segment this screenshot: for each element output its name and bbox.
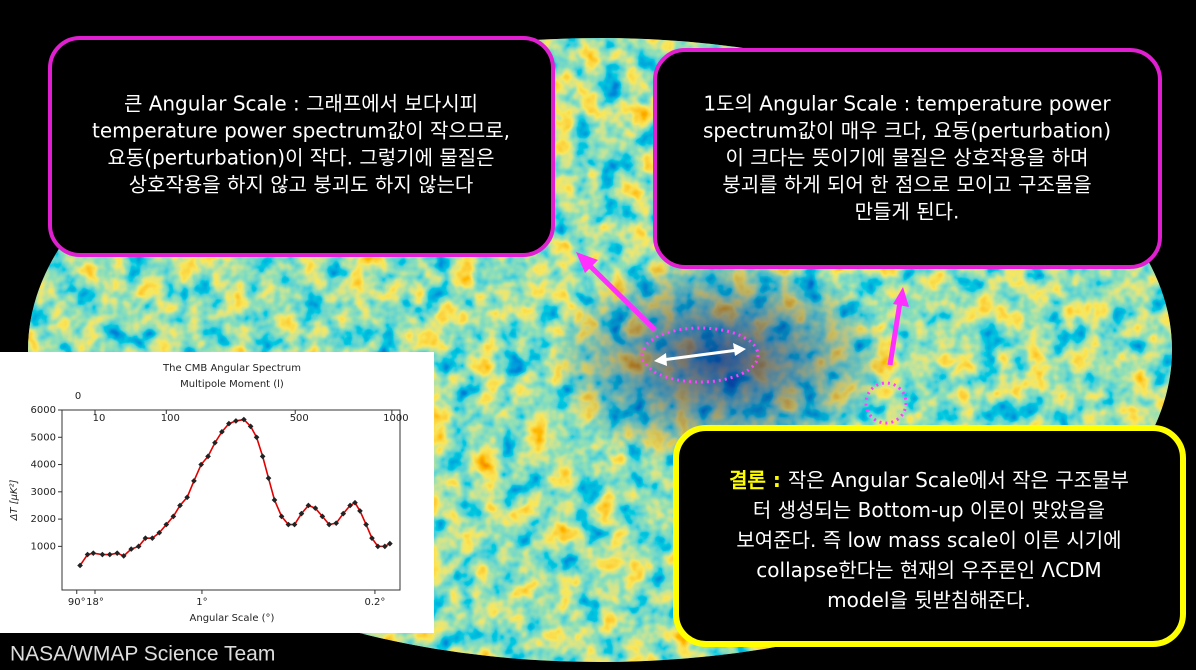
small-scale-marker [864, 381, 908, 425]
text-line: 터 생성되는 Bottom-up 이론이 맞았음을 [753, 498, 1105, 522]
data-point [184, 494, 190, 501]
text-line: 보여준다. 즉 low mass scale이 이른 시기에 [736, 528, 1121, 552]
text-line: 결론 : 작은 Angular Scale에서 작은 구조물부 [729, 468, 1129, 492]
x-tick-label: 1° [196, 597, 207, 608]
text-line: 만들게 된다. [855, 200, 960, 224]
data-point [369, 535, 375, 542]
data-point [128, 546, 135, 552]
text-span: collapse한다는 현재의 우주론인 ΛCDM [756, 558, 1101, 582]
data-point [352, 499, 358, 506]
data-point [241, 416, 247, 423]
right-box: 1도의 Angular Scale : temperature power spe… [653, 48, 1162, 269]
top-tick-label: 100 [161, 413, 180, 424]
top-axis-label: Multipole Moment (l) [180, 379, 284, 390]
text-span: 보여준다. 즉 low mass scale이 이른 시기에 [736, 528, 1121, 552]
data-point [333, 520, 340, 527]
text-span: 작은 Angular Scale에서 작은 구조물부 [788, 468, 1129, 492]
top-tick-label: 1000 [383, 413, 408, 424]
x-tick-label: 18° [86, 597, 104, 608]
left-box-frame [48, 36, 555, 257]
data-point [90, 550, 97, 557]
data-point [142, 535, 149, 542]
data-point [233, 418, 239, 424]
right-box-text: 1도의 Angular Scale : temperature power spe… [703, 92, 1111, 224]
data-point [265, 475, 272, 482]
credit: NASA/WMAP Science Team [10, 643, 275, 666]
y-tick-label: 6000 [31, 405, 56, 416]
large-scale-marker [640, 326, 760, 384]
data-point [114, 550, 121, 557]
chart-title: The CMB Angular Spectrum [162, 363, 301, 374]
right-box-frame [653, 48, 1162, 269]
left-box-text: 큰 Angular Scale : 그래프에서 보다시피 temperature … [92, 92, 510, 197]
pointer-arrows [576, 252, 909, 366]
conclusion-label: 결론 : [729, 468, 788, 492]
text-line: 1도의 Angular Scale : temperature power [703, 92, 1111, 116]
cold-region [550, 250, 890, 470]
y-tick-label: 1000 [31, 541, 56, 552]
top-tick-label: 500 [290, 413, 309, 424]
plot-frame [61, 409, 401, 591]
text-line: 붕괴를 하게 되어 한 점으로 모이고 구조물을 [722, 173, 1091, 197]
data-point [198, 461, 204, 468]
text-line: 상호작용을 하지 않고 붕괴도 하지 않는다 [129, 173, 474, 197]
data-point [191, 478, 197, 484]
text-span: model을 뒷받침해준다. [827, 588, 1031, 612]
x-axis-label: Angular Scale (°) [190, 613, 275, 624]
top-tick-label: 0 [75, 391, 81, 402]
data-point [149, 535, 156, 542]
text-line: temperature power spectrum값이 작으므로, [92, 119, 510, 143]
data-point [177, 502, 183, 509]
scale-arrow [654, 343, 746, 366]
conclusion-box-frame [673, 425, 1186, 647]
text-line: 큰 Angular Scale : 그래프에서 보다시피 [124, 92, 478, 116]
text-line: model을 뒷받침해준다. [827, 588, 1031, 612]
data-point [357, 508, 363, 514]
y-tick-label: 3000 [31, 487, 56, 498]
data-point [312, 505, 319, 512]
top-tick-label: 10 [93, 413, 106, 424]
data-point [120, 553, 127, 559]
text-line: collapse한다는 현재의 우주론인 ΛCDM [756, 558, 1101, 582]
x-tick-label: 0.2° [364, 597, 385, 608]
chart: The CMB Angular Spectrum Multipole Moment… [0, 352, 434, 633]
chart-background [0, 352, 434, 633]
text-line: 요동(perturbation)이 작다. 그렇기에 물질은 [107, 146, 494, 170]
data-point [271, 497, 278, 503]
left-box: 큰 Angular Scale : 그래프에서 보다시피 temperature … [48, 36, 555, 257]
text-span: 터 생성되는 Bottom-up 이론이 맞았음을 [753, 498, 1105, 522]
data-point [347, 502, 353, 509]
y-tick-label: 4000 [31, 460, 56, 471]
y-tick-label: 2000 [31, 514, 56, 525]
text-line: 이 크다는 뜻이기에 물질은 상호작용을 하며 [726, 146, 1089, 170]
data-point [253, 434, 260, 441]
y-axis-label: ΔT [μK²] [9, 479, 20, 521]
x-tick-label: 90° [68, 597, 86, 608]
data-point [305, 502, 312, 509]
y-tick-label: 5000 [31, 432, 56, 443]
text-line: spectrum값이 매우 크다, 요동(perturbation) [703, 119, 1111, 143]
